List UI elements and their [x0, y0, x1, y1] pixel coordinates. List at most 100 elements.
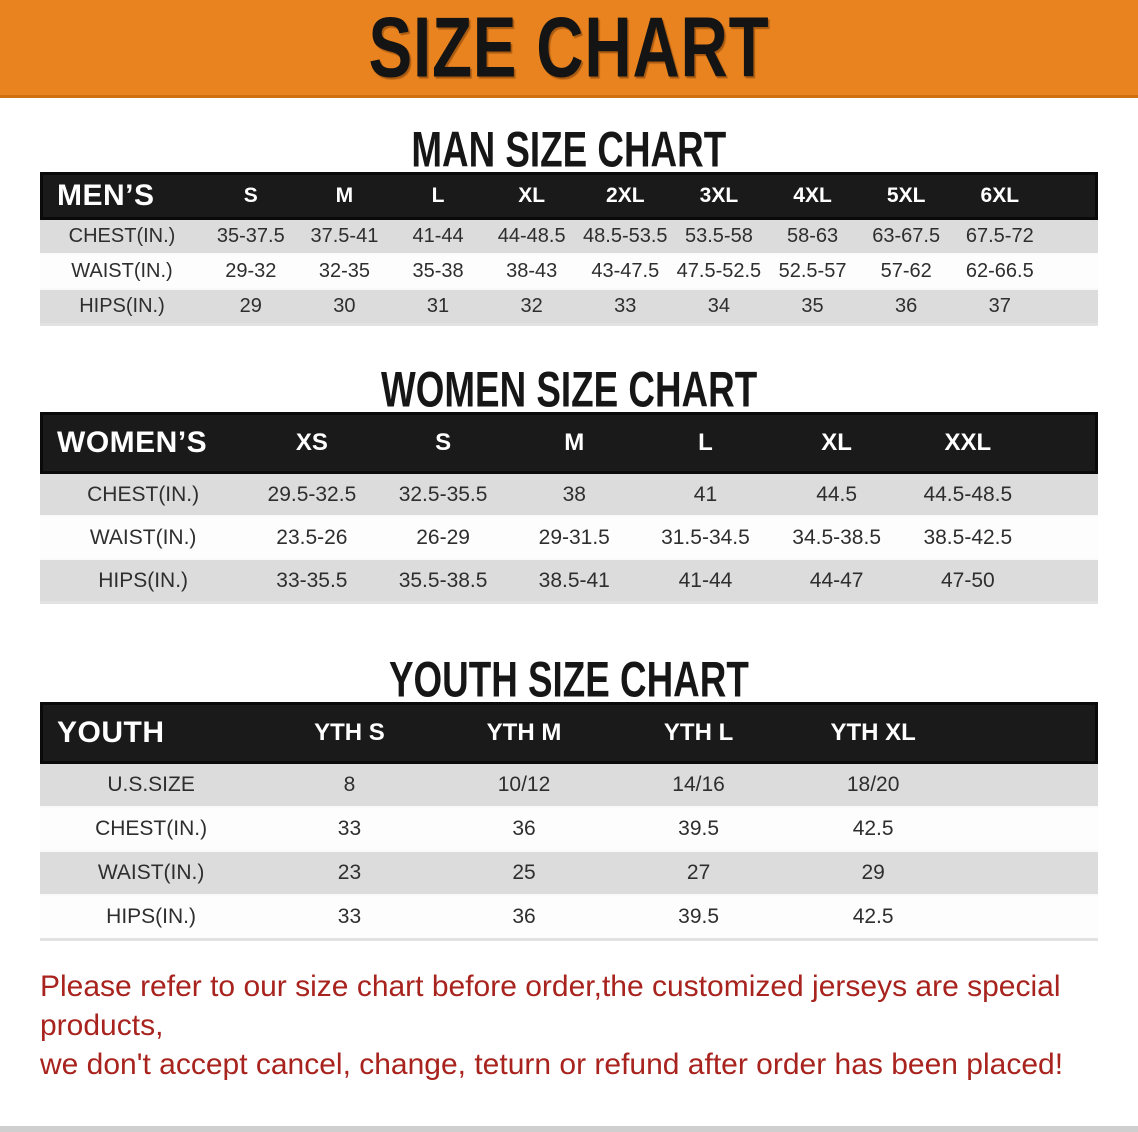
size-cell: 35-37.5 [203, 220, 298, 255]
size-cell: 57-62 [859, 255, 953, 290]
size-cell: 58-63 [765, 220, 860, 255]
table-group-label: YOUTH [40, 702, 263, 764]
table-row: WAIST(IN.) 23.5-26 26-29 29-31.5 31.5-34.5 34… [40, 517, 1098, 560]
size-cell: 33-35.5 [246, 560, 378, 604]
size-column-header: S [203, 172, 298, 220]
size-cell: 37.5-41 [297, 220, 392, 255]
size-cell: 41 [639, 474, 772, 517]
row-filler-cell [960, 808, 1098, 852]
size-column-header: XL [484, 172, 579, 220]
bottom-edge-strip [0, 1126, 1138, 1132]
table-row: CHEST(IN.) 35-37.5 37.5-41 41-44 44-48.5 48.5… [40, 220, 1098, 255]
size-cell: 29-32 [203, 255, 298, 290]
size-column-header: M [508, 412, 640, 474]
size-cell: 23 [262, 852, 437, 896]
size-cell: 18/20 [785, 764, 961, 808]
man-section-heading-text: MAN SIZE CHART [411, 120, 727, 178]
youth-section-heading-text: YOUTH SIZE CHART [389, 650, 749, 708]
header-filler-cell [960, 702, 1098, 764]
size-cell: 43-47.5 [578, 255, 673, 290]
size-cell: 39.5 [611, 808, 786, 852]
size-column-header: XXL [902, 412, 1034, 474]
size-column-header: XL [771, 412, 903, 474]
man-section-heading: MAN SIZE CHART [0, 120, 1138, 178]
size-cell: 32 [484, 290, 579, 326]
table-row: CHEST(IN.) 29.5-32.5 32.5-35.5 38 41 44.5 44.5… [40, 474, 1098, 517]
size-cell: 44-47 [771, 560, 903, 604]
size-column-header: YTH S [262, 702, 437, 764]
size-cell: 29.5-32.5 [246, 474, 378, 517]
banner-title: SIZE CHART [368, 0, 770, 95]
size-column-header: XS [246, 412, 378, 474]
size-cell: 35-38 [391, 255, 485, 290]
table-row: WAIST(IN.) 23 25 27 29 [40, 852, 1098, 896]
size-cell: 38 [508, 474, 640, 517]
size-cell: 29 [203, 290, 298, 326]
size-cell: 41-44 [391, 220, 485, 255]
size-cell: 26-29 [377, 517, 509, 560]
size-cell: 47-50 [902, 560, 1034, 604]
youth-table-header-row: YOUTH YTH S YTH M YTH L YTH XL [40, 702, 1098, 764]
size-column-header: M [297, 172, 392, 220]
size-cell: 31.5-34.5 [639, 517, 772, 560]
size-cell: 44.5 [771, 474, 903, 517]
row-filler-cell [1046, 290, 1098, 326]
size-cell: 31 [391, 290, 485, 326]
row-label: HIPS(IN.) [40, 560, 247, 604]
header-filler-cell [1046, 172, 1098, 220]
row-filler-cell [1046, 255, 1098, 290]
row-filler-cell [960, 852, 1098, 896]
size-cell: 29-31.5 [508, 517, 640, 560]
size-cell: 32.5-35.5 [377, 474, 509, 517]
size-cell: 14/16 [611, 764, 786, 808]
size-cell: 38.5-42.5 [902, 517, 1034, 560]
row-label: HIPS(IN.) [40, 896, 263, 941]
size-cell: 36 [436, 896, 612, 941]
size-column-header: YTH XL [785, 702, 961, 764]
row-filler-cell [1033, 560, 1098, 604]
size-column-header: 2XL [578, 172, 673, 220]
men-table-header-row: MEN’S S M L XL 2XL 3XL 4XL 5XL 6XL [40, 172, 1098, 220]
size-cell: 35.5-38.5 [377, 560, 509, 604]
row-label: CHEST(IN.) [40, 808, 263, 852]
size-cell: 47.5-52.5 [672, 255, 766, 290]
row-label: U.S.SIZE [40, 764, 263, 808]
size-cell: 38.5-41 [508, 560, 640, 604]
women-section-heading: WOMEN SIZE CHART [0, 360, 1138, 418]
size-cell: 67.5-72 [952, 220, 1047, 255]
table-row: CHEST(IN.) 33 36 39.5 42.5 [40, 808, 1098, 852]
size-cell: 32-35 [297, 255, 392, 290]
size-cell: 8 [262, 764, 437, 808]
men-size-table: MEN’S S M L XL 2XL 3XL 4XL 5XL 6XL CHEST(IN.) 35-3… [40, 172, 1098, 326]
size-cell: 23.5-26 [246, 517, 378, 560]
size-column-header: 5XL [859, 172, 953, 220]
size-cell: 36 [859, 290, 953, 326]
row-filler-cell [1046, 220, 1098, 255]
size-column-header: 3XL [672, 172, 766, 220]
size-cell: 33 [578, 290, 673, 326]
size-cell: 41-44 [639, 560, 772, 604]
size-cell: 33 [262, 808, 437, 852]
size-cell: 44-48.5 [484, 220, 579, 255]
table-group-label: WOMEN’S [40, 412, 247, 474]
size-column-header: L [639, 412, 772, 474]
size-column-header: 6XL [952, 172, 1047, 220]
women-section-heading-text: WOMEN SIZE CHART [380, 360, 758, 418]
size-cell: 48.5-53.5 [578, 220, 673, 255]
size-cell: 34.5-38.5 [771, 517, 903, 560]
size-cell: 30 [297, 290, 392, 326]
header-filler-cell [1033, 412, 1098, 474]
row-label: WAIST(IN.) [40, 517, 247, 560]
size-column-header: 4XL [765, 172, 860, 220]
row-label: CHEST(IN.) [40, 220, 204, 255]
row-filler-cell [1033, 517, 1098, 560]
youth-size-table: YOUTH YTH S YTH M YTH L YTH XL U.S.SIZE 8 10/1… [40, 702, 1098, 941]
size-cell: 42.5 [785, 808, 961, 852]
table-row: WAIST(IN.) 29-32 32-35 35-38 38-43 43-47.5 47.… [40, 255, 1098, 290]
size-cell: 37 [952, 290, 1047, 326]
size-cell: 29 [785, 852, 961, 896]
size-cell: 63-67.5 [859, 220, 953, 255]
row-filler-cell [960, 896, 1098, 941]
size-cell: 10/12 [436, 764, 612, 808]
size-cell: 27 [611, 852, 786, 896]
